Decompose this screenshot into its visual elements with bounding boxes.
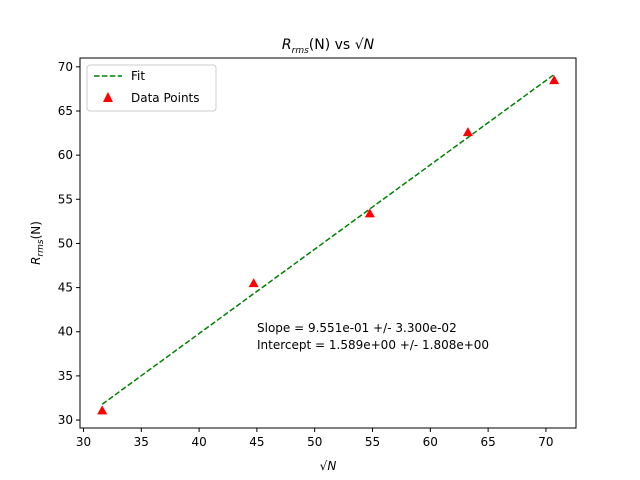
data-point — [462, 127, 473, 137]
y-tick-label: 65 — [58, 104, 73, 118]
data-point — [549, 75, 560, 85]
data-point — [364, 208, 375, 218]
tick-group: 30 35 40 45 50 55 60 65 70 30 35 40 45 50 55 60 65 70 — [58, 60, 554, 449]
annotation-intercept: Intercept = 1.589e+00 +/- 1.808e+00 — [257, 338, 489, 352]
x-tick-label: 30 — [76, 435, 91, 449]
x-tick-label: 45 — [249, 435, 264, 449]
legend-data-points-marker — [103, 92, 113, 102]
y-tick-label: 35 — [58, 369, 73, 383]
chart-title: Rrms(N) vs √N — [282, 37, 375, 56]
legend-fit-label: Fit — [131, 69, 145, 83]
y-tick-label: 45 — [58, 281, 73, 295]
y-tick-label: 60 — [58, 148, 73, 162]
x-tick-label: 50 — [307, 435, 322, 449]
x-tick-label: 70 — [538, 435, 553, 449]
y-tick-label: 70 — [58, 60, 73, 74]
y-axis-label: Rrms(N) — [29, 221, 46, 265]
y-tick-label: 50 — [58, 236, 73, 250]
data-point — [97, 405, 108, 415]
x-tick-label: 65 — [480, 435, 495, 449]
legend-data-points-label: Data Points — [131, 91, 200, 105]
x-axis-label: √N — [320, 459, 337, 473]
fit-line — [101, 73, 555, 405]
data-points-layer — [97, 75, 560, 415]
y-tick-label: 40 — [58, 325, 73, 339]
x-tick-label: 40 — [191, 435, 206, 449]
x-tick-label: 55 — [365, 435, 380, 449]
y-tick-label: 55 — [58, 192, 73, 206]
fit-line-layer — [101, 73, 555, 405]
x-tick-label: 35 — [134, 435, 149, 449]
plot-frame — [79, 57, 577, 429]
y-tick-label: 30 — [58, 413, 73, 427]
x-tick-label: 60 — [423, 435, 438, 449]
annotation-slope: Slope = 9.551e-01 +/- 3.300e-02 — [257, 321, 457, 335]
legend: Fit Data Points — [86, 64, 217, 112]
data-point — [248, 278, 259, 288]
